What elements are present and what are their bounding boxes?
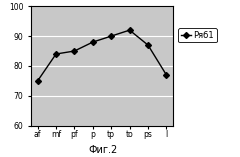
Text: Фиг.2: Фиг.2 (89, 145, 118, 155)
Legend: Ряб1: Ряб1 (178, 28, 216, 42)
